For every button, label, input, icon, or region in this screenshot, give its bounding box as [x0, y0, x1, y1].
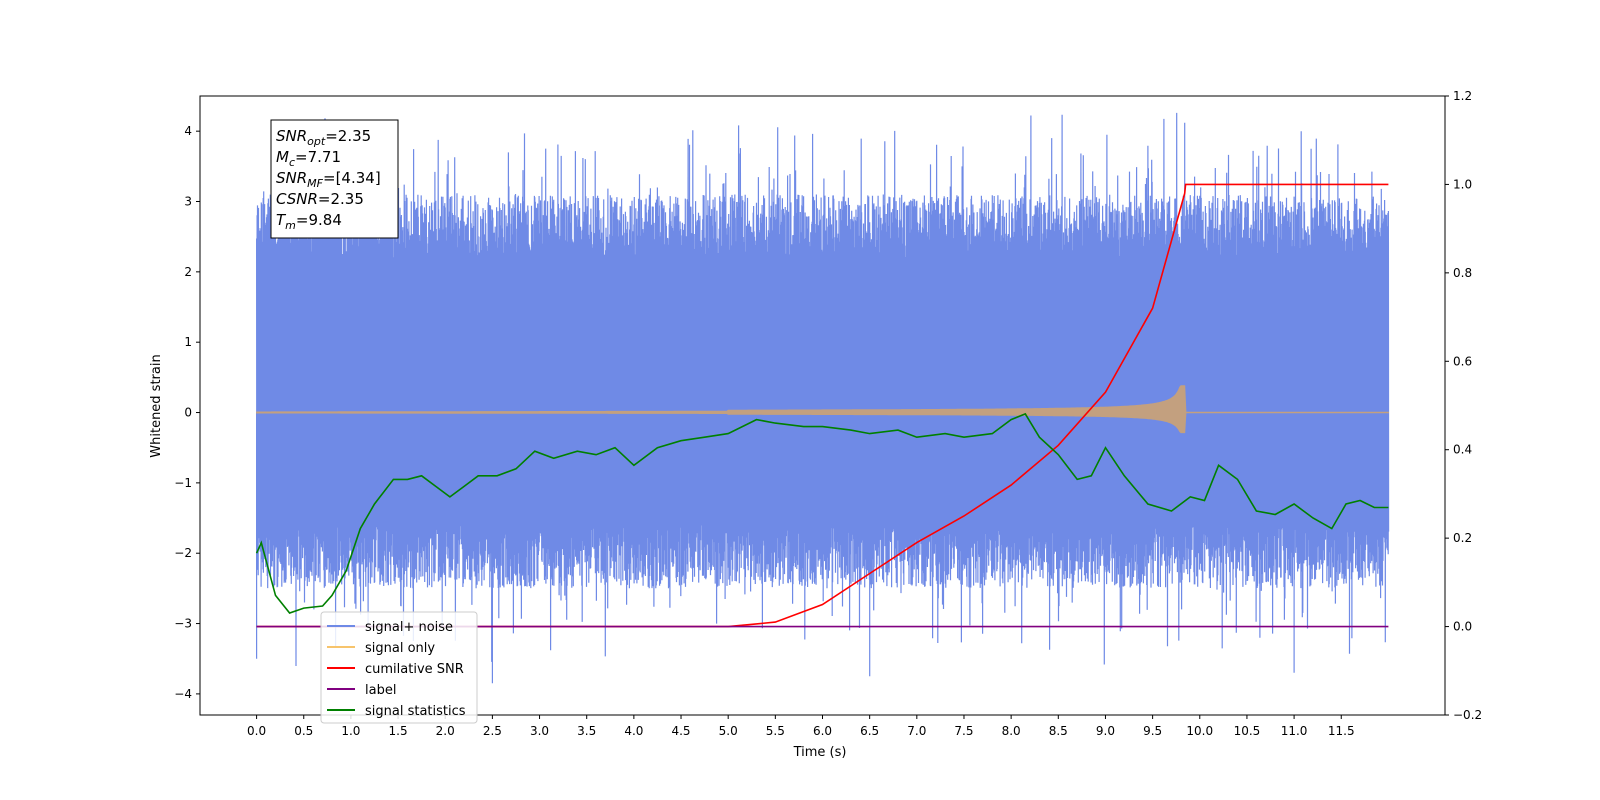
series-signal-statistics [255, 412, 1389, 614]
legend-label: signal only [365, 641, 435, 656]
annotation-line: SNRMF=[4.34] [276, 169, 381, 190]
y2-tick-label: −0.2 [1453, 708, 1482, 722]
legend-label: label [365, 683, 396, 698]
x-tick-label: 6.0 [813, 724, 832, 738]
legend: signal+ noise signal only cumilative SNR la… [320, 611, 478, 724]
x-tick-label: 4.5 [671, 724, 690, 738]
y-tick-label: 2 [184, 265, 192, 279]
y-tick-label: −2 [174, 546, 192, 560]
y-tick-label: −4 [174, 687, 192, 701]
y-tick-label: 4 [184, 124, 192, 138]
x-tick-label: 3.5 [577, 724, 596, 738]
y-tick-label: 0 [184, 406, 192, 420]
y-tick-label: −3 [174, 617, 192, 631]
y2-tick-label: 0.4 [1453, 443, 1472, 457]
y2-tick-label: 0.8 [1453, 266, 1472, 280]
legend-label: cumilative SNR [365, 662, 464, 677]
series-layer [255, 112, 1390, 684]
x-tick-label: 1.0 [341, 724, 360, 738]
x-tick-label: 7.5 [954, 724, 973, 738]
x-axis: 0.0 0.5 1.0 1.5 2.0 2.5 3.0 3.5 4.0 4.5 5.0 5.5 6.0 6… [247, 715, 1355, 738]
y-tick-label: 3 [184, 195, 192, 209]
annotation-line: Mc=7.71 [276, 148, 341, 169]
annotation-line: CSNR=2.35 [276, 190, 364, 208]
legend-label: signal statistics [365, 704, 466, 719]
y2-tick-label: 1.0 [1453, 177, 1472, 191]
x-tick-label: 0.0 [247, 724, 266, 738]
x-tick-label: 5.0 [719, 724, 738, 738]
x-tick-label: 5.5 [766, 724, 785, 738]
series-signal-noise [256, 112, 1390, 684]
x-axis-label: Time (s) [793, 745, 847, 760]
x-tick-label: 4.0 [624, 724, 643, 738]
x-tick-label: 2.0 [436, 724, 455, 738]
y2-tick-label: 0.0 [1453, 620, 1472, 634]
series-signal-only [256, 385, 1389, 434]
y-axis-label: Whitened strain [149, 354, 164, 457]
x-tick-label: 3.0 [530, 724, 549, 738]
x-tick-label: 10.0 [1186, 724, 1213, 738]
y-axis-left: 4 3 2 1 0 −1 −2 −3 −4 [174, 124, 200, 701]
series-cumilative-snr [256, 183, 1389, 628]
x-tick-label: 6.5 [860, 724, 879, 738]
y-tick-label: 1 [184, 335, 192, 349]
x-tick-label: 9.5 [1143, 724, 1162, 738]
annotation-line: Tm=9.84 [276, 211, 342, 232]
x-tick-label: 11.0 [1281, 724, 1308, 738]
x-tick-label: 0.5 [294, 724, 313, 738]
x-tick-label: 1.5 [389, 724, 408, 738]
annotation-line: SNRopt=2.35 [276, 127, 371, 148]
legend-label: signal+ noise [365, 620, 453, 635]
x-tick-label: 2.5 [483, 724, 502, 738]
x-tick-label: 9.0 [1096, 724, 1115, 738]
y2-tick-label: 1.2 [1453, 89, 1472, 103]
legend-frame [320, 611, 478, 724]
x-tick-label: 8.5 [1049, 724, 1068, 738]
x-tick-label: 7.0 [907, 724, 926, 738]
y-axis-right: 1.2 1.0 0.8 0.6 0.4 0.2 0.0 −0.2 [1445, 89, 1482, 722]
y2-tick-label: 0.6 [1453, 354, 1472, 368]
x-tick-label: 11.5 [1328, 724, 1355, 738]
annotation-frame [270, 119, 399, 239]
x-tick-label: 8.0 [1002, 724, 1021, 738]
y2-tick-label: 0.2 [1453, 531, 1472, 545]
y-tick-label: −1 [174, 476, 192, 490]
x-tick-label: 10.5 [1234, 724, 1261, 738]
